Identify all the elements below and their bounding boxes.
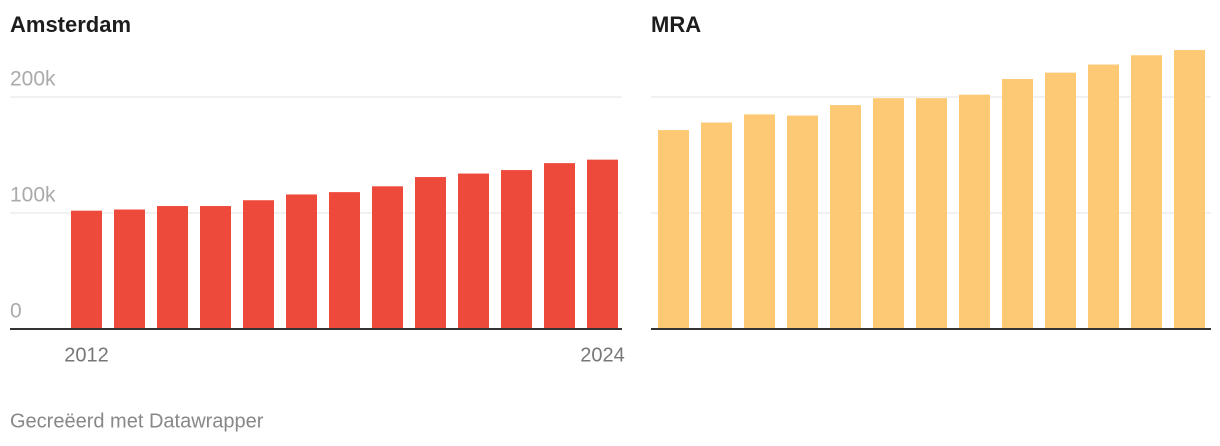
bar xyxy=(415,177,446,329)
bar xyxy=(1002,79,1033,330)
y-tick-label: 0 xyxy=(10,300,22,323)
chart-title: MRA xyxy=(651,12,701,37)
footer: Gecreëerd met Datawrapper xyxy=(10,410,264,432)
bar xyxy=(658,130,689,329)
bar xyxy=(916,98,947,329)
bar xyxy=(787,115,818,329)
x-tick-label: 2024 xyxy=(580,344,625,366)
bar xyxy=(959,94,990,330)
bar xyxy=(744,114,775,330)
bar xyxy=(1045,72,1076,329)
bar xyxy=(286,194,317,329)
bar xyxy=(544,163,575,329)
y-tick-label: 200k xyxy=(10,68,56,91)
bar xyxy=(501,170,532,329)
x-tick-label: 2012 xyxy=(64,344,109,366)
bar xyxy=(372,186,403,329)
bar xyxy=(830,105,861,330)
bar xyxy=(243,200,274,329)
bar xyxy=(200,206,231,329)
bar xyxy=(114,209,145,329)
bar xyxy=(1174,50,1205,330)
bar xyxy=(701,122,732,330)
bar xyxy=(458,173,489,329)
bar xyxy=(587,159,618,329)
y-tick-label: 100k xyxy=(10,184,56,207)
bar xyxy=(873,98,904,329)
bar xyxy=(329,192,360,329)
bar xyxy=(71,210,102,329)
chart-title: Amsterdam xyxy=(10,12,131,37)
bar xyxy=(1088,64,1119,330)
bar xyxy=(1131,55,1162,330)
bar xyxy=(157,206,188,329)
